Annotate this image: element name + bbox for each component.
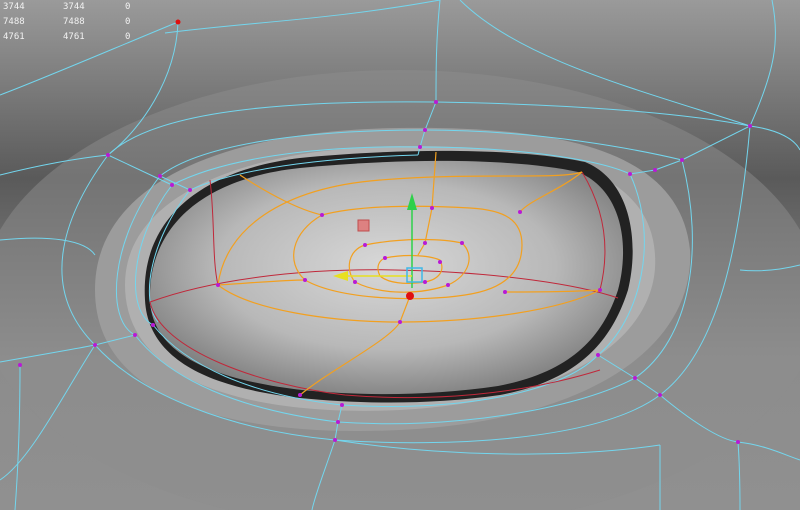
poly-count-hud: 3744 3744 0 7488 7488 0 4761 4761 0 — [0, 0, 180, 45]
x-arrow-icon[interactable] — [333, 271, 348, 281]
hud-value: 3744 — [3, 2, 25, 12]
hud-value: 7488 — [3, 17, 25, 27]
hud-value: 0 — [125, 32, 131, 42]
center-handle-icon[interactable] — [406, 267, 423, 283]
hud-value: 3744 — [63, 2, 85, 12]
y-arrow-icon[interactable] — [407, 193, 417, 210]
hud-value: 0 — [125, 2, 131, 12]
hud-row: 3744 3744 0 — [0, 0, 180, 15]
hud-value: 7488 — [63, 17, 85, 27]
hud-row: 7488 7488 0 — [0, 15, 180, 30]
plane-handle-icon[interactable] — [357, 219, 370, 232]
eyeball[interactable] — [149, 160, 624, 395]
hud-value: 4761 — [63, 32, 85, 42]
eyeball-outer-loop — [149, 171, 619, 399]
hud-value: 0 — [125, 17, 131, 27]
move-manipulator[interactable] — [333, 193, 423, 300]
mesh-vertices[interactable] — [18, 100, 752, 444]
hud-value: 4761 — [3, 32, 25, 42]
pivot-icon[interactable] — [406, 292, 414, 300]
hud-row: 4761 4761 0 — [0, 30, 180, 45]
selected-vertex[interactable] — [175, 19, 181, 25]
